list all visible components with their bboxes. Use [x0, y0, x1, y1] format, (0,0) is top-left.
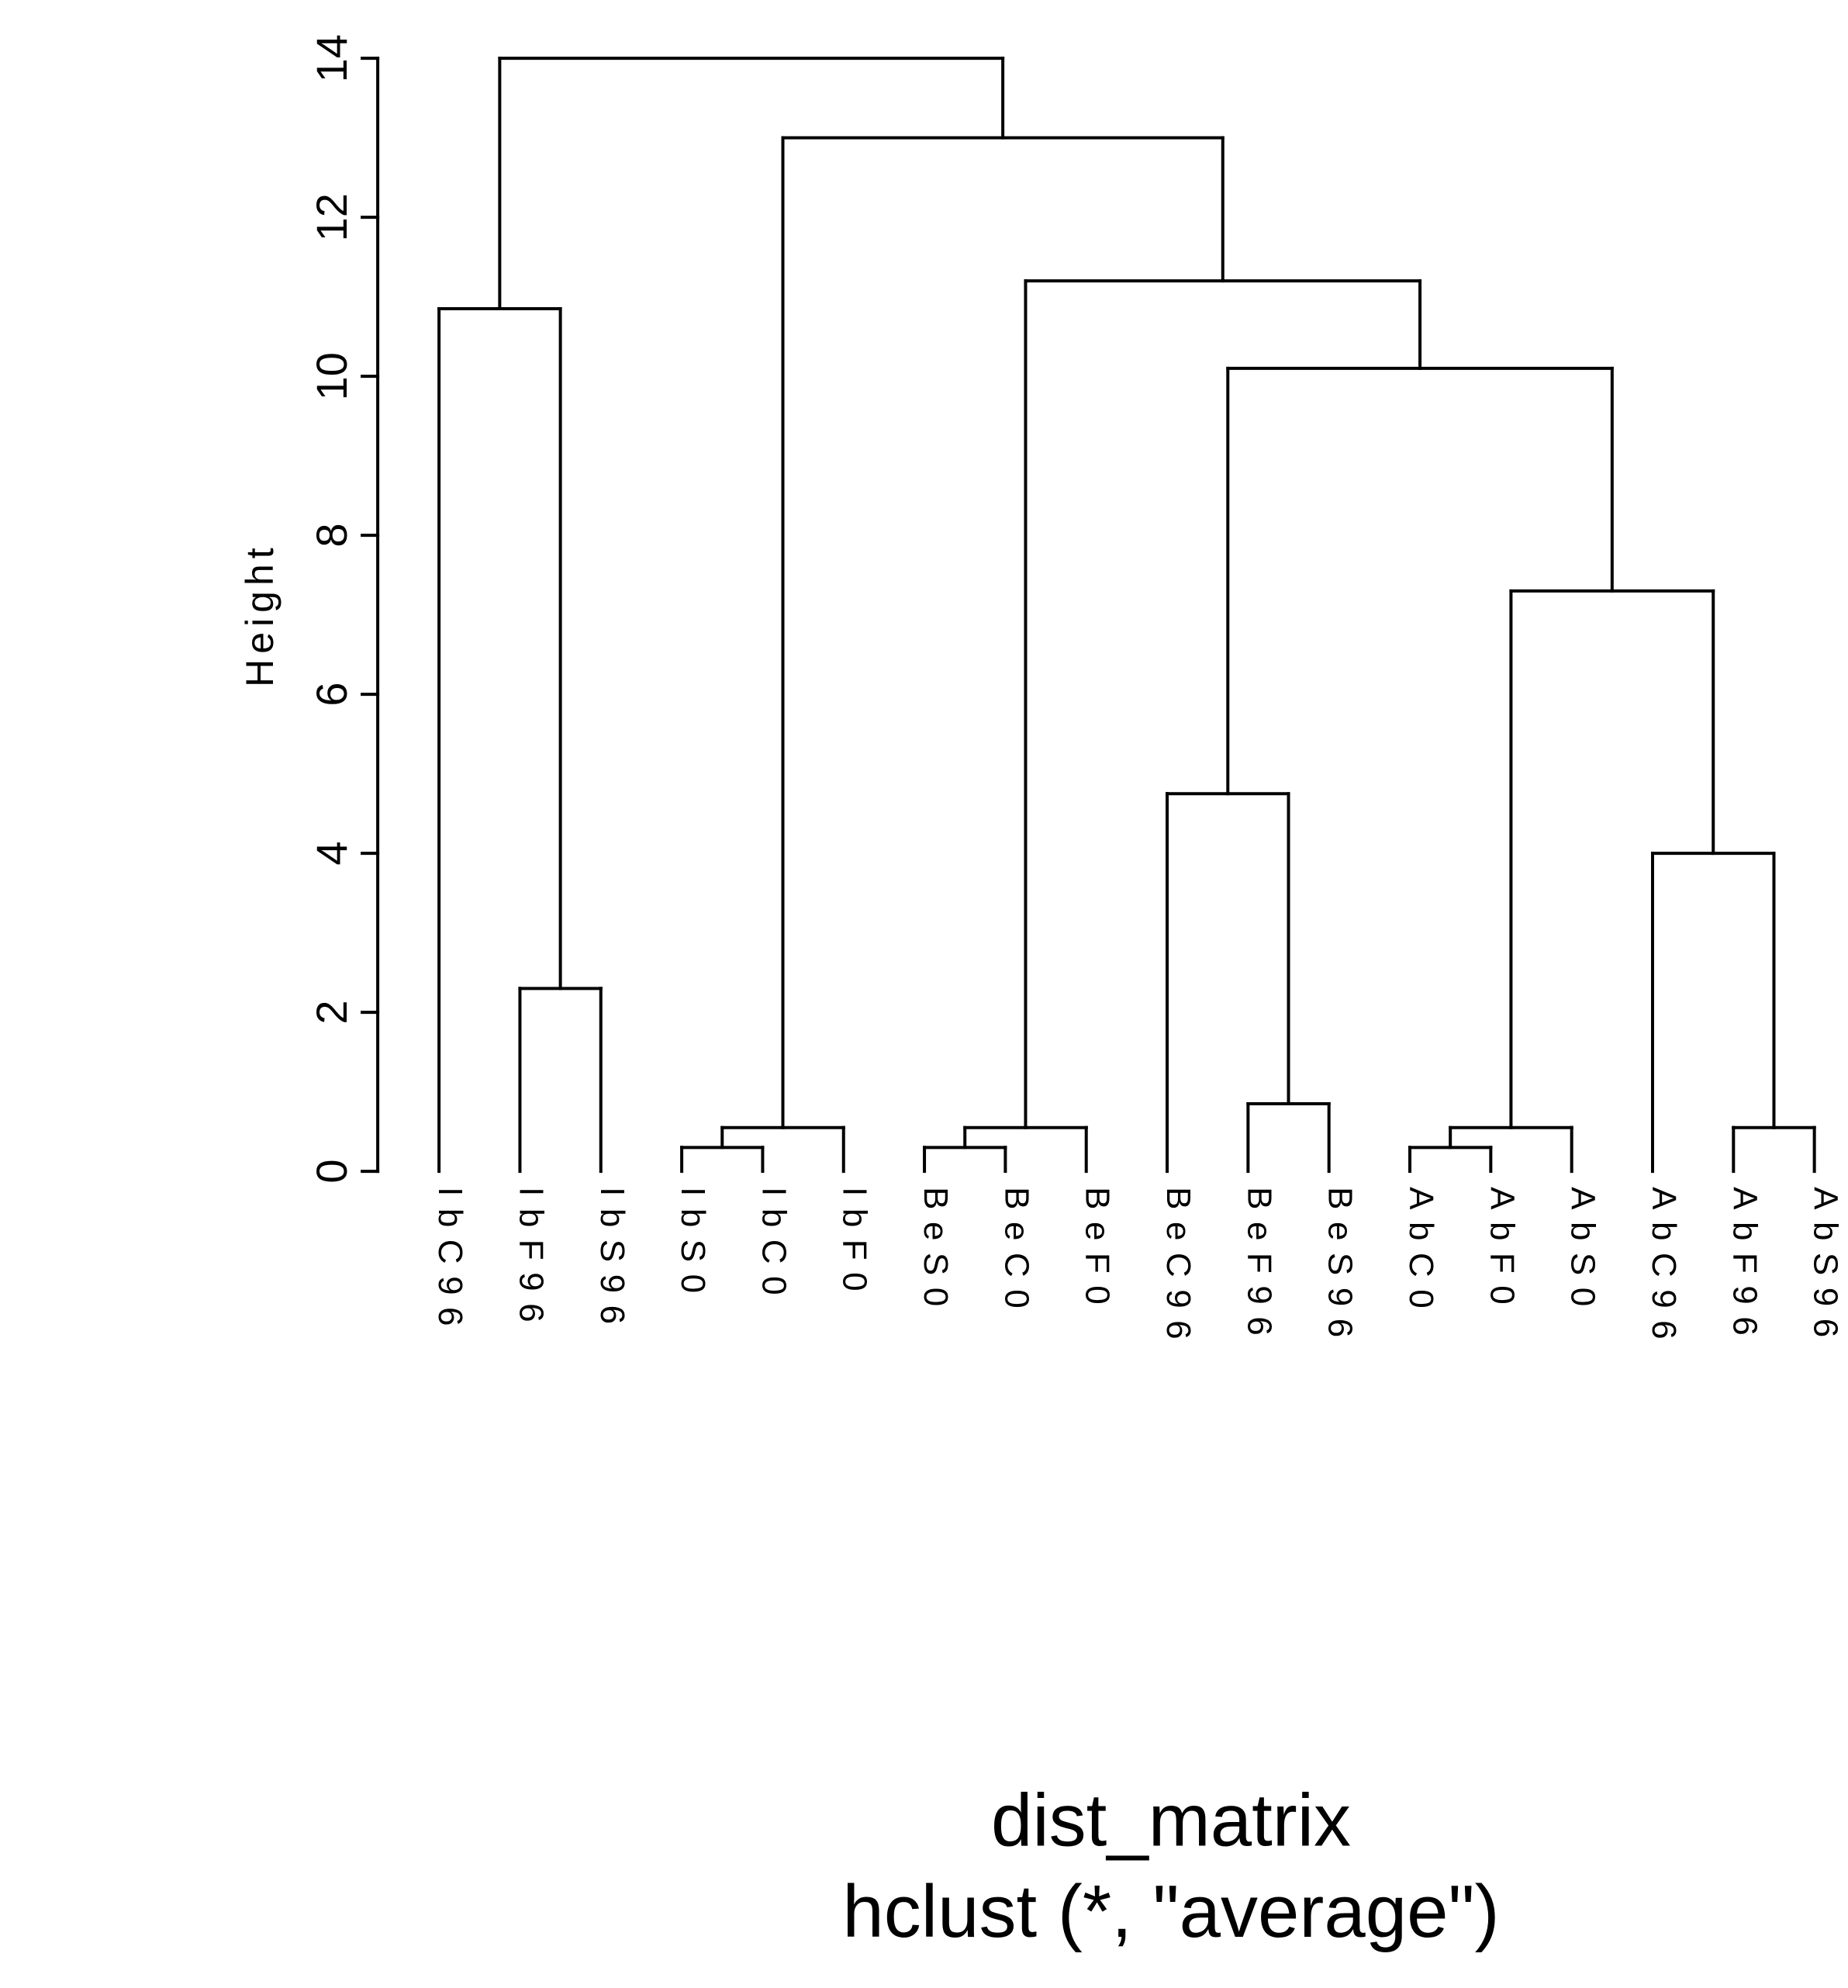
svg-text:IbC96: IbC96 — [431, 1187, 469, 1338]
svg-text:IbS96: IbS96 — [593, 1187, 631, 1336]
svg-text:BeF0: BeF0 — [1079, 1187, 1117, 1316]
svg-text:hclust (*, "average"): hclust (*, "average") — [842, 1870, 1499, 1953]
svg-text:BeS0: BeS0 — [917, 1187, 955, 1319]
svg-text:AbC96: AbC96 — [1645, 1187, 1683, 1351]
svg-text:BeC96: BeC96 — [1159, 1187, 1197, 1351]
svg-text:Height: Height — [238, 542, 282, 687]
svg-text:8: 8 — [307, 524, 356, 548]
svg-text:0: 0 — [307, 1160, 356, 1184]
svg-text:BeF96: BeF96 — [1240, 1187, 1278, 1347]
svg-text:AbS96: AbS96 — [1807, 1187, 1845, 1350]
svg-text:6: 6 — [307, 683, 356, 707]
svg-text:AbS0: AbS0 — [1564, 1187, 1602, 1319]
svg-text:AbC0: AbC0 — [1402, 1187, 1440, 1320]
svg-text:BeC0: BeC0 — [997, 1187, 1035, 1320]
svg-text:12: 12 — [307, 193, 356, 241]
svg-text:AbF96: AbF96 — [1725, 1187, 1763, 1347]
svg-text:IbF96: IbF96 — [512, 1187, 550, 1334]
svg-text:IbF0: IbF0 — [836, 1187, 874, 1303]
svg-text:dist_matrix: dist_matrix — [991, 1779, 1351, 1862]
svg-text:10: 10 — [307, 352, 356, 400]
svg-text:4: 4 — [307, 842, 356, 866]
svg-text:14: 14 — [307, 34, 356, 82]
svg-text:IbS0: IbS0 — [674, 1187, 712, 1305]
svg-text:BeS96: BeS96 — [1321, 1187, 1359, 1350]
svg-text:IbC0: IbC0 — [755, 1187, 793, 1307]
svg-text:AbF0: AbF0 — [1483, 1187, 1521, 1316]
svg-text:2: 2 — [307, 1001, 356, 1025]
